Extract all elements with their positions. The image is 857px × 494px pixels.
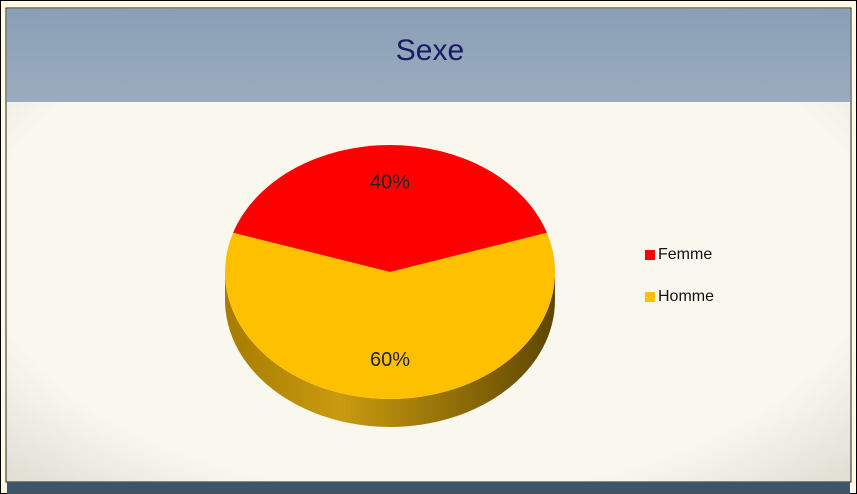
footer-band xyxy=(7,482,850,494)
pie-slice xyxy=(225,232,555,400)
legend-label: Homme xyxy=(658,288,714,305)
header xyxy=(7,9,850,102)
legend-swatch xyxy=(645,250,655,260)
pie-slice-side xyxy=(225,272,555,427)
legend-label: Femme xyxy=(658,246,712,263)
legend-swatch xyxy=(645,292,655,302)
data-label: 60% xyxy=(370,349,410,371)
data-label: 40% xyxy=(370,171,410,193)
chart-title: Sexe xyxy=(396,34,464,67)
pie-slice xyxy=(233,145,547,272)
